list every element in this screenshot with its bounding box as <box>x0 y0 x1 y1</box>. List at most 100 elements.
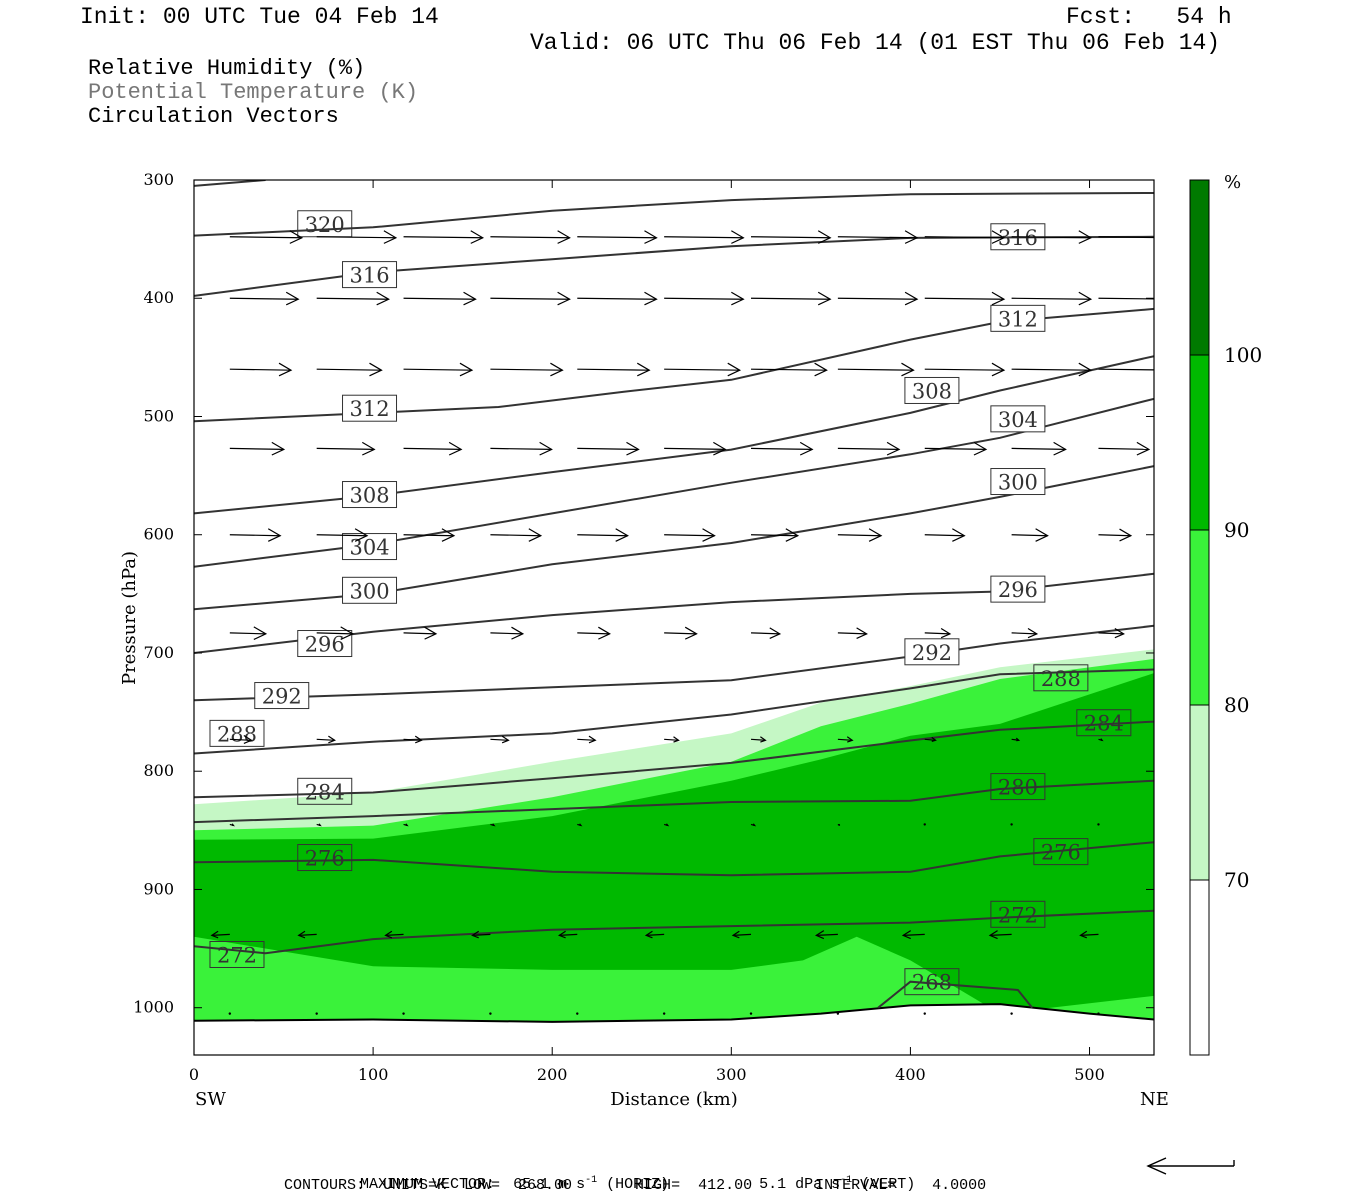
theta-label-272: 272 <box>990 900 1046 928</box>
vector-arrow <box>814 930 838 940</box>
vector-head <box>1227 292 1239 305</box>
vector-arrow <box>316 735 336 744</box>
colorbar-label-70: 70 <box>1224 868 1249 892</box>
theta-label-box <box>209 719 265 747</box>
theta-label-312: 312 <box>342 394 398 422</box>
axis-ticks: 300 400 500 600 700 800 900 1000 0 100 200 300 400 50… <box>133 170 1154 1084</box>
vector-head <box>636 362 651 377</box>
vector-shaft <box>816 933 838 936</box>
vector-shaft <box>924 632 950 635</box>
vector-arrow <box>403 291 477 306</box>
vector-head <box>644 930 653 939</box>
theta-label-304: 304 <box>990 405 1046 433</box>
vector-head <box>644 291 658 306</box>
vector-shaft <box>1098 236 1154 239</box>
vector-shaft <box>1185 739 1189 740</box>
max-vector-footer: MAXIMUM VECTOR: 65.1 m s-1 (HORIZ) 5.1 d… <box>342 1158 915 1193</box>
vector-dot <box>1184 823 1186 825</box>
vector-arrow <box>316 230 398 244</box>
vector-arrow <box>403 441 463 456</box>
vector-shaft <box>403 236 483 239</box>
theta-contour-280 <box>194 779 1154 824</box>
theta-label-text: 300 <box>998 471 1038 495</box>
theta-label-text: 312 <box>349 397 389 421</box>
vector-head <box>376 291 390 306</box>
theta-contour-292 <box>194 624 1154 702</box>
vector-shaft <box>403 738 422 741</box>
vector-arrow <box>316 362 383 377</box>
vector-head <box>1078 230 1093 244</box>
vector-arrow <box>837 362 915 377</box>
vector-head <box>752 823 757 827</box>
vector-arrow <box>1098 297 1154 300</box>
vector-head <box>1158 231 1170 244</box>
vector-shaft <box>1011 632 1037 635</box>
vector-head <box>424 626 438 640</box>
vector-arrow <box>229 362 293 377</box>
vector-arrow <box>924 291 1006 306</box>
vector-head <box>579 823 583 827</box>
vector-shaft <box>472 933 491 936</box>
theta-label-box <box>904 638 960 666</box>
vector-head <box>931 736 937 742</box>
colorbar: % 100 90 80 70 <box>1189 172 1262 1056</box>
vector-arrow <box>924 736 937 742</box>
theta-label-box <box>342 576 398 604</box>
vector-arrow <box>229 230 304 244</box>
vector-head <box>459 362 474 377</box>
theta-label-box <box>990 773 1046 801</box>
vector-shaft <box>577 534 628 537</box>
vector-shaft <box>229 632 266 635</box>
vector-shaft <box>490 632 523 635</box>
vector-arrow <box>988 930 1012 940</box>
vector-head <box>511 626 525 640</box>
vector-shaft <box>924 368 1004 371</box>
theta-label-292: 292 <box>904 638 960 666</box>
legend-vectors: Circulation Vectors <box>88 104 339 129</box>
vector-shaft <box>316 738 335 741</box>
vector-head <box>988 930 998 940</box>
vector-dot <box>489 1012 492 1015</box>
theta-contour-284 <box>194 720 1154 799</box>
vector-dot <box>1184 1012 1186 1014</box>
vector-arrow <box>901 930 925 940</box>
vector-head <box>471 930 480 939</box>
vector-arrow <box>316 291 390 306</box>
max-vector-vert: 5.1 dPa s <box>759 1176 841 1193</box>
vector-head <box>369 362 383 377</box>
vector-dot <box>1010 1012 1013 1015</box>
vector-head <box>901 930 912 940</box>
vector-head <box>441 528 456 542</box>
vector-arrow <box>229 735 253 745</box>
vector-arrow <box>297 930 317 939</box>
theta-label-288: 288 <box>1033 664 1089 692</box>
vector-arrow <box>1098 441 1151 456</box>
vector-head <box>405 823 409 827</box>
legend-theta: Potential Temperature (K) <box>88 80 419 105</box>
vector-arrow <box>577 626 611 640</box>
colorbar-label-100: 100 <box>1224 343 1262 367</box>
theta-label-text: 308 <box>912 379 952 403</box>
x-tick-label: 400 <box>895 1065 926 1084</box>
vector-shaft <box>577 297 657 300</box>
forecast-hour: Fcst: 54 h <box>1066 4 1232 30</box>
vector-arrow <box>1079 930 1099 939</box>
vector-head <box>838 823 841 826</box>
vector-head <box>785 528 800 542</box>
theta-label-box <box>209 940 265 968</box>
plot-frame <box>193 179 1155 1056</box>
vector-head <box>528 528 543 542</box>
vector-head <box>354 528 369 542</box>
vector-head <box>1167 931 1173 938</box>
vector-shaft <box>490 368 563 371</box>
theta-label-text: 296 <box>998 578 1038 602</box>
vector-head <box>414 735 423 744</box>
vector-head <box>557 230 571 244</box>
theta-contour-316 <box>194 192 1154 237</box>
theta-label-text: 292 <box>912 641 952 665</box>
vector-arrow <box>1098 738 1104 742</box>
vector-shaft <box>837 447 900 451</box>
vector-head <box>856 627 868 639</box>
theta-label-text: 292 <box>262 685 302 709</box>
vector-arrow <box>490 362 564 377</box>
